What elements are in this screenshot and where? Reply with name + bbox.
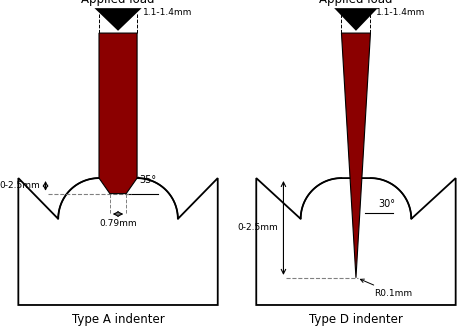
Text: 35°: 35° bbox=[139, 175, 156, 186]
Polygon shape bbox=[334, 8, 378, 31]
Polygon shape bbox=[99, 33, 137, 194]
Polygon shape bbox=[18, 178, 218, 305]
Text: R0.1mm: R0.1mm bbox=[360, 279, 412, 298]
Polygon shape bbox=[341, 33, 371, 278]
Text: 0.79mm: 0.79mm bbox=[99, 219, 137, 228]
Text: 0-2.5mm: 0-2.5mm bbox=[0, 181, 40, 190]
Text: 1.1-1.4mm: 1.1-1.4mm bbox=[143, 8, 192, 17]
Text: 0-2.5mm: 0-2.5mm bbox=[237, 223, 278, 233]
Text: Applied load: Applied load bbox=[319, 0, 393, 6]
Text: Type A indenter: Type A indenter bbox=[72, 313, 164, 326]
Polygon shape bbox=[94, 8, 142, 31]
Text: 30°: 30° bbox=[378, 199, 395, 209]
Text: 1.1-1.4mm: 1.1-1.4mm bbox=[376, 8, 425, 17]
Text: Type D indenter: Type D indenter bbox=[309, 313, 403, 326]
Text: Applied load: Applied load bbox=[81, 0, 155, 6]
Polygon shape bbox=[256, 178, 456, 305]
